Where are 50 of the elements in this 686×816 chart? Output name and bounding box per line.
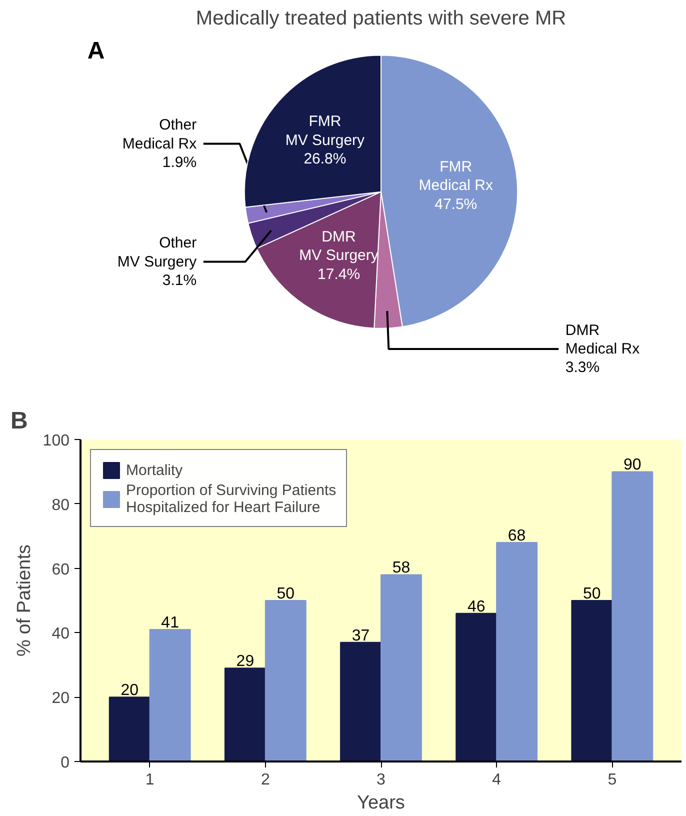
data-label: 3.3% xyxy=(565,359,600,376)
x-tick-label: 3 xyxy=(376,772,386,788)
slice-label: FMR MV Surgery xyxy=(285,113,366,149)
y-axis-title: % of Patients xyxy=(14,544,35,656)
bar xyxy=(224,668,266,762)
y-tick-label: 80 xyxy=(52,496,70,514)
slice-label: Other MV Surgery xyxy=(117,234,198,270)
bar xyxy=(571,600,613,762)
data-label: 41 xyxy=(161,614,180,632)
x-tick-label: 1 xyxy=(145,772,154,788)
x-tick-label: 4 xyxy=(492,772,502,788)
data-label: 29 xyxy=(236,653,254,670)
bar xyxy=(264,600,306,762)
bar xyxy=(496,542,538,762)
bar xyxy=(340,642,382,762)
bar xyxy=(149,628,191,762)
data-label: 37 xyxy=(352,627,370,644)
data-label: 26.8% xyxy=(304,150,346,168)
data-label: 50 xyxy=(276,586,295,602)
text: A xyxy=(87,37,105,64)
slice-label: FMR Medical Rx xyxy=(418,158,494,194)
text: B xyxy=(10,408,28,434)
y-tick-label: 20 xyxy=(52,690,70,708)
data-label: 68 xyxy=(508,528,526,545)
data-label: 47.5% xyxy=(434,196,478,213)
x-tick-label: 5 xyxy=(608,772,617,788)
y-tick-label: 0 xyxy=(60,754,70,772)
data-label: 1.9% xyxy=(162,154,197,172)
x-axis-title: Years xyxy=(357,792,405,814)
legend-label: Proportion of Surviving Patients Hospitalized for Heart Failure xyxy=(126,482,336,516)
data-label: 58 xyxy=(392,560,410,577)
slice-label: DMR Medical Rx xyxy=(565,322,640,358)
bar xyxy=(456,612,498,762)
slice-label: Other Medical Rx xyxy=(122,116,198,152)
bar xyxy=(380,574,422,762)
data-label: 50 xyxy=(583,586,601,602)
slice-label: DMR MV Surgery xyxy=(299,228,379,264)
x-tick-label: 2 xyxy=(260,772,270,788)
bar xyxy=(612,471,654,762)
y-tick-label: 40 xyxy=(52,626,70,643)
data-label: 20 xyxy=(120,682,139,700)
data-label: 46 xyxy=(467,598,486,616)
chart-title: Medically treated patients with severe MR xyxy=(196,8,566,30)
data-label: 17.4% xyxy=(318,266,360,283)
data-label: 90 xyxy=(623,456,642,474)
legend-label: Mortality xyxy=(126,462,183,478)
y-tick-label: 100 xyxy=(42,432,70,450)
bar xyxy=(108,696,150,762)
data-label: 3.1% xyxy=(162,272,197,289)
y-tick-label: 60 xyxy=(52,561,70,578)
